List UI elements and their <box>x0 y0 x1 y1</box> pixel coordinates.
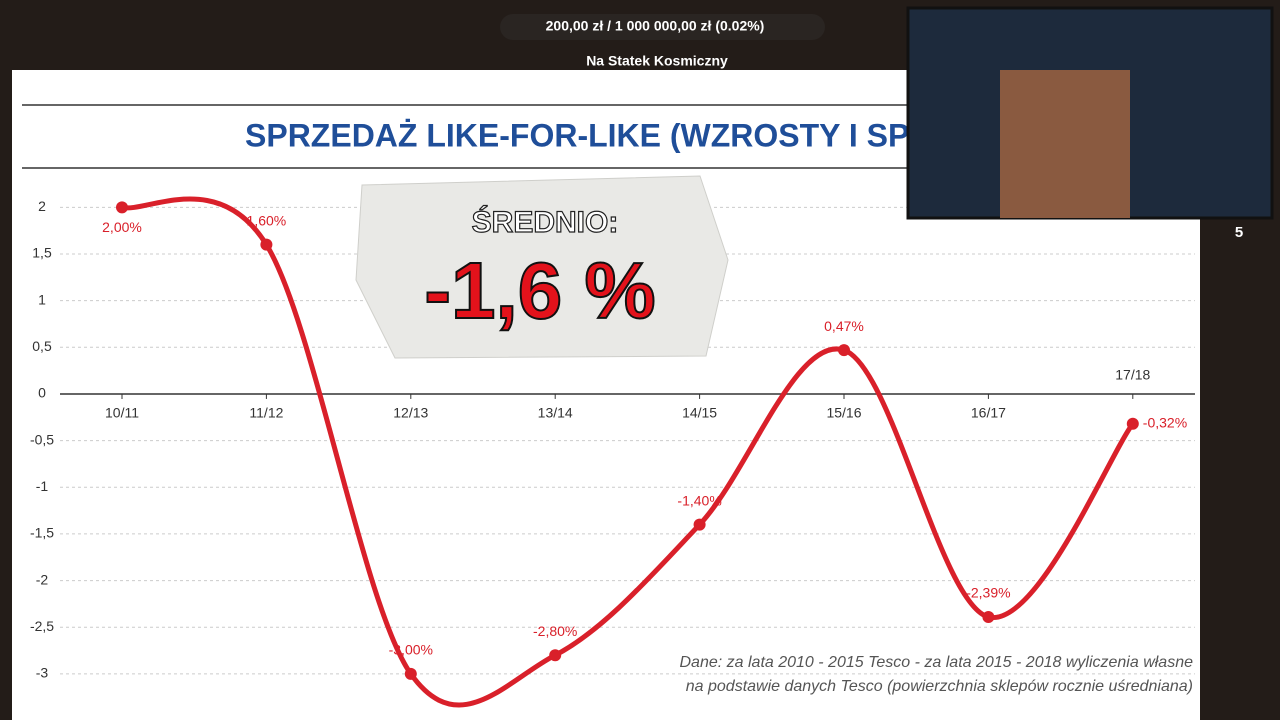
goal-bar <box>500 14 825 40</box>
point <box>1126 417 1139 430</box>
y-tick-label: -3 <box>36 665 49 681</box>
data-label: -3,00% <box>389 642 433 658</box>
chart-title: SPRZEDAŻ LIKE-FOR-LIKE (WZROSTY I SPA <box>245 117 930 153</box>
x-tick-label: 11/12 <box>249 405 283 421</box>
x-tick-label: 16/17 <box>971 405 1006 421</box>
x-tick-label: 12/13 <box>393 405 428 421</box>
point <box>260 238 273 251</box>
goal-name: Na Statek Kosmiczny <box>586 53 728 69</box>
y-tick-label: 1,5 <box>32 245 52 261</box>
data-label: -2,39% <box>966 585 1010 601</box>
callout-label: ŚREDNIO: <box>472 205 619 239</box>
callout-paper <box>355 175 729 359</box>
x-tick-label: 10/11 <box>105 405 139 421</box>
data-label: 2,00% <box>102 219 142 235</box>
y-tick-label: -1 <box>36 478 49 494</box>
y-tick-label: 0 <box>38 385 46 401</box>
y-tick-label: -2,5 <box>30 618 54 634</box>
line <box>119 196 1136 708</box>
goal-text: 200,00 zł / 1 000 000,00 zł (0.02%) <box>546 18 765 34</box>
point <box>693 518 706 531</box>
data-label: -1,40% <box>677 492 721 508</box>
y-tick-label: 0,5 <box>32 338 52 354</box>
data-label: -0,32% <box>1143 415 1187 431</box>
point <box>116 201 128 214</box>
source-note: na podstawie danych Tesco (powierzchnia … <box>686 678 1193 695</box>
y-tick-label: 1 <box>38 291 46 307</box>
source-note: Dane: za lata 2010 - 2015 Tesco - za lat… <box>680 654 1194 671</box>
point <box>982 610 995 623</box>
point <box>838 344 850 357</box>
y-tick-label: -2 <box>36 571 49 587</box>
x-tick-label: 17/18 <box>1115 367 1150 383</box>
counter: 5 <box>1235 224 1243 241</box>
data-label: 0,47% <box>824 318 864 334</box>
x-tick-label: 13/14 <box>538 405 573 421</box>
point <box>549 649 562 662</box>
x-tick-label: 15/16 <box>826 405 861 421</box>
data-label: -2,80% <box>533 623 577 639</box>
y-tick-label: 2 <box>38 198 46 214</box>
y-tick-label: -0,5 <box>30 431 54 447</box>
x-tick-label: 14/15 <box>682 405 717 421</box>
callout-value: -1,6 % <box>424 246 655 335</box>
point <box>404 667 417 680</box>
data-label: 1,60% <box>247 212 287 228</box>
y-tick-label: -1,5 <box>30 525 54 541</box>
webcam-person <box>1000 70 1130 218</box>
